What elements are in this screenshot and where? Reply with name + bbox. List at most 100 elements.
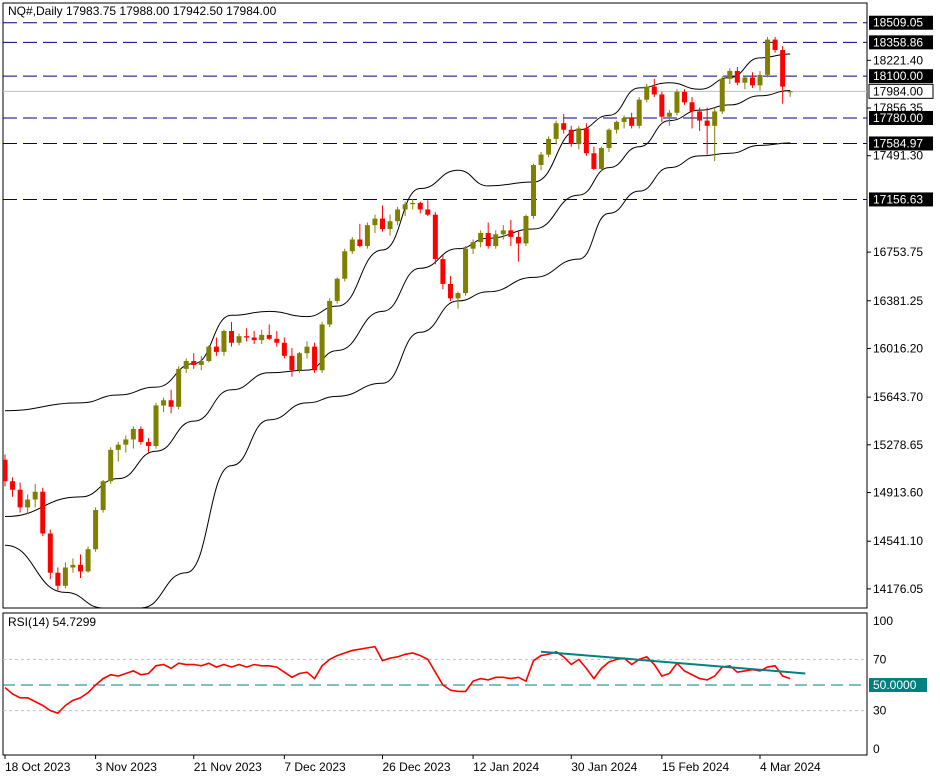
candle-body [749,77,755,86]
rsi-series-group [3,645,867,715]
candle-body [697,111,703,121]
candle-body [666,112,672,117]
candle-body [591,153,597,169]
candle-body [568,129,574,145]
y-tick-label: 16016.20 [873,341,923,355]
rsi-trendline [540,650,806,675]
candle-body [651,86,657,95]
rsi-tick-label: 70 [873,652,887,666]
candle-body [538,154,544,166]
bollinger-upper [4,53,791,412]
candle-body [387,221,393,230]
candle-body [161,400,167,406]
x-tick-label: 18 Oct 2023 [5,760,71,774]
candle-body [191,361,197,365]
candle-body [25,499,31,508]
candle-body [455,293,461,299]
candle-body [349,239,355,252]
candle-body [93,509,99,550]
candle-body [108,449,114,482]
candle-body [380,218,385,230]
candle-body [168,400,174,407]
rsi-panel-frame [2,612,868,756]
rsi-line [4,645,791,715]
candle-body [259,334,265,341]
level-label: 18509.05 [873,16,923,30]
candle-body [470,242,476,249]
candle-body [447,283,453,299]
candle-body [281,342,287,356]
candle-body [689,102,695,112]
candle-body [508,230,514,237]
candle-body [176,368,182,407]
candle-body [765,39,771,75]
ohlc-label: 17983.75 17988.00 17942.50 17984.00 [66,4,277,18]
candle-body [17,489,23,508]
candle-body [10,481,16,490]
candle-body [531,165,536,216]
candle-body [734,70,740,83]
candle-body [410,202,416,205]
y-tick-label: 14913.60 [873,486,923,500]
rsi-reference-label: 50.0000 [873,678,917,692]
candle-body [198,361,204,365]
level-label: 17780.00 [873,111,923,125]
y-tick-label: 15278.65 [873,438,923,452]
candle-body [3,459,8,482]
candle-body [130,428,136,440]
candle-body [523,215,529,244]
candle-body [78,564,83,572]
candle-body [614,121,620,130]
y-tick-label: 18221.40 [873,53,923,67]
candle-body [115,444,121,450]
y-tick-label: 14541.10 [873,534,923,548]
x-tick-label: 21 Nov 2023 [194,760,262,774]
current-price-marker [868,83,934,99]
candle-body [296,353,302,371]
candle-body [251,337,257,341]
level-label: 17584.97 [873,136,923,150]
candle-body [598,148,604,169]
rsi-tick-label: 0 [873,742,880,756]
candle-body [417,202,423,210]
candle-body [546,138,552,155]
candle-body [221,330,227,352]
candle-body [145,442,151,446]
rsi-reference-marker [869,678,927,692]
candle-body [334,278,340,301]
candle-body [772,39,778,51]
rsi-label: RSI(14) 54.7299 [8,615,97,629]
candle-body [787,91,793,93]
candle-body [100,481,106,510]
rsi-tick-label: 30 [873,704,887,718]
candle-body [719,78,725,112]
candle-body [40,491,46,534]
x-tick-label: 15 Feb 2024 [662,760,730,774]
x-tick-label: 30 Jan 2024 [571,760,637,774]
candle-body [425,209,431,215]
y-tick-label: 16753.75 [873,245,923,259]
candle-body [312,346,318,371]
candle-body [289,355,295,371]
candle-body [62,567,68,586]
y-tick-label: 15643.70 [873,390,923,404]
bollinger-middle [4,90,791,518]
candle-body [70,564,76,568]
level-marker [869,15,933,30]
y-tick-label: 14176.05 [873,582,923,596]
candle-body [727,70,733,79]
candle-body [364,225,370,247]
candle-body [304,346,310,354]
candle-body [357,239,363,247]
candle-body [553,123,559,139]
rsi-header: RSI(14) 54.7299 [8,615,96,629]
candle-body [659,94,665,117]
candle-body [274,338,280,343]
candle-body [500,230,506,235]
candle-body [244,336,250,338]
main-series-group [3,36,793,608]
candle-body [757,74,763,86]
bollinger-lower [4,142,791,608]
